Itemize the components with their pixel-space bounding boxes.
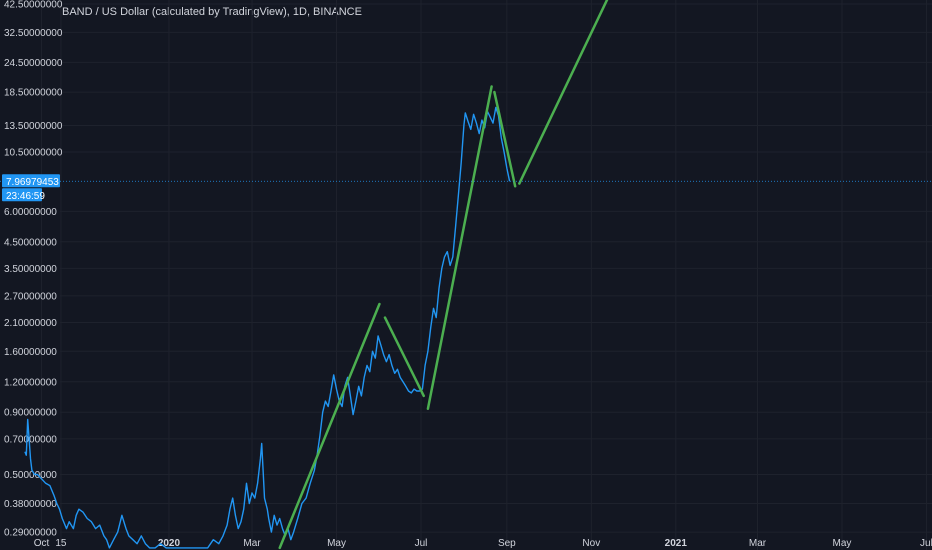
x-tick-label: 2020 bbox=[158, 538, 181, 549]
y-tick-label: 1.20000000 bbox=[4, 377, 57, 388]
y-tick-label: 1.60000000 bbox=[4, 347, 57, 358]
countdown-label: 23:46:59 bbox=[6, 191, 45, 202]
last-price-label: 7.96979453 bbox=[6, 177, 59, 188]
x-tick-label: Oct bbox=[34, 538, 50, 549]
x-tick-label: Jul bbox=[920, 538, 932, 549]
price-series bbox=[24, 106, 511, 549]
y-axis: 42.50000000 32.50000000 24.50000000 18.5000… bbox=[4, 0, 63, 539]
trendlines bbox=[278, 0, 609, 550]
y-tick-label: 32.50000000 bbox=[4, 28, 63, 39]
x-tick-label: Sep bbox=[498, 538, 516, 549]
x-axis: Oct 15 2020 Mar May Jul Sep Nov 2021 Mar May Jul bbox=[34, 538, 932, 549]
x-tick-label: 2021 bbox=[665, 538, 688, 549]
trendline bbox=[426, 85, 493, 410]
y-tick-label: 2.10000000 bbox=[4, 318, 57, 329]
grid-lines bbox=[41, 0, 932, 550]
y-tick-label: 13.50000000 bbox=[4, 121, 63, 132]
x-tick-label: May bbox=[833, 538, 852, 549]
trendline bbox=[518, 0, 609, 185]
x-tick-label: 15 bbox=[55, 538, 67, 549]
y-tick-label: 0.50000000 bbox=[4, 470, 57, 481]
countdown-badge bbox=[2, 188, 42, 202]
x-tick-label: Mar bbox=[749, 538, 767, 549]
chart-title: BAND / US Dollar (calculated by TradingV… bbox=[62, 6, 362, 18]
y-tick-label: 0.70000000 bbox=[4, 434, 57, 445]
price-marker: 7.96979453 23:46:59 bbox=[0, 174, 932, 202]
y-tick-label: 24.50000000 bbox=[4, 58, 63, 69]
x-tick-label: Mar bbox=[243, 538, 261, 549]
series-line bbox=[24, 106, 511, 549]
x-tick-label: May bbox=[327, 538, 346, 549]
y-tick-label: 0.38000000 bbox=[4, 499, 57, 510]
y-tick-label: 2.70000000 bbox=[4, 291, 57, 302]
y-tick-label: 0.29000000 bbox=[4, 528, 57, 539]
trendline bbox=[278, 302, 381, 550]
x-tick-label: Nov bbox=[582, 538, 600, 549]
y-tick-label: 18.50000000 bbox=[4, 88, 63, 99]
y-tick-label: 0.90000000 bbox=[4, 408, 57, 419]
y-tick-label: 6.00000000 bbox=[4, 207, 57, 218]
x-tick-label: Jul bbox=[415, 538, 428, 549]
trendline bbox=[493, 90, 517, 188]
y-tick-label: 42.50000000 bbox=[4, 0, 63, 11]
trendline bbox=[383, 316, 426, 398]
y-tick-label: 4.50000000 bbox=[4, 237, 57, 248]
y-tick-label: 3.50000000 bbox=[4, 264, 57, 275]
last-price-badge bbox=[2, 174, 60, 188]
y-tick-label: 10.50000000 bbox=[4, 148, 63, 159]
